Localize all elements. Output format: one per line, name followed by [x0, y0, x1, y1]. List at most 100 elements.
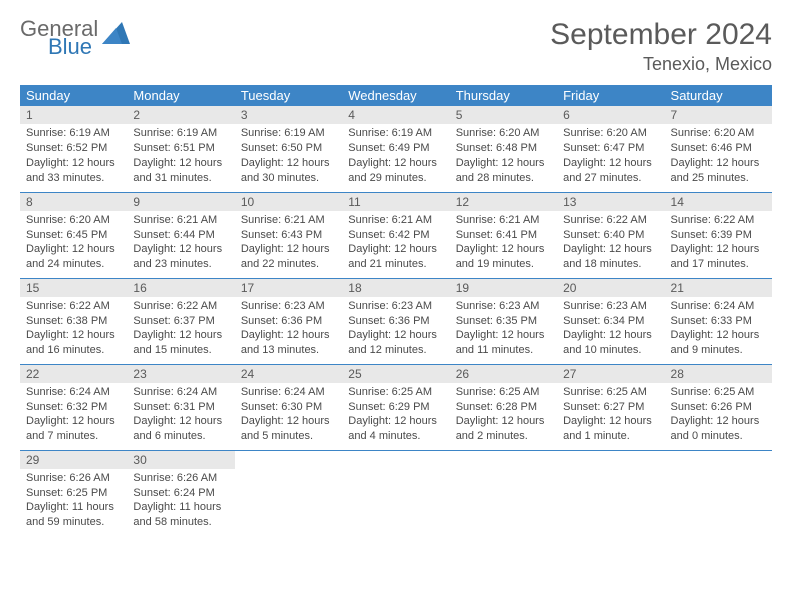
day-body: Sunrise: 6:23 AMSunset: 6:36 PMDaylight:…	[342, 297, 449, 362]
calendar-cell: 2Sunrise: 6:19 AMSunset: 6:51 PMDaylight…	[127, 106, 234, 192]
sunrise-text: Sunrise: 6:26 AM	[133, 471, 228, 486]
calendar-cell: 20Sunrise: 6:23 AMSunset: 6:34 PMDayligh…	[557, 278, 664, 364]
sunrise-text: Sunrise: 6:19 AM	[26, 126, 121, 141]
daylight-text: Daylight: 12 hours and 24 minutes.	[26, 242, 121, 272]
day-body: Sunrise: 6:19 AMSunset: 6:51 PMDaylight:…	[127, 124, 234, 189]
daylight-text: Daylight: 12 hours and 4 minutes.	[348, 414, 443, 444]
weekday-header: Saturday	[665, 85, 772, 106]
day-body: Sunrise: 6:19 AMSunset: 6:50 PMDaylight:…	[235, 124, 342, 189]
calendar-cell: 26Sunrise: 6:25 AMSunset: 6:28 PMDayligh…	[450, 364, 557, 450]
day-body: Sunrise: 6:20 AMSunset: 6:48 PMDaylight:…	[450, 124, 557, 189]
calendar-row: 8Sunrise: 6:20 AMSunset: 6:45 PMDaylight…	[20, 192, 772, 278]
day-body: Sunrise: 6:20 AMSunset: 6:46 PMDaylight:…	[665, 124, 772, 189]
day-body: Sunrise: 6:23 AMSunset: 6:36 PMDaylight:…	[235, 297, 342, 362]
calendar-cell: 30Sunrise: 6:26 AMSunset: 6:24 PMDayligh…	[127, 450, 234, 536]
day-body: Sunrise: 6:20 AMSunset: 6:45 PMDaylight:…	[20, 211, 127, 276]
calendar-cell: 23Sunrise: 6:24 AMSunset: 6:31 PMDayligh…	[127, 364, 234, 450]
day-number: 29	[20, 451, 127, 469]
day-body: Sunrise: 6:22 AMSunset: 6:39 PMDaylight:…	[665, 211, 772, 276]
sunrise-text: Sunrise: 6:22 AM	[671, 213, 766, 228]
sunrise-text: Sunrise: 6:20 AM	[671, 126, 766, 141]
day-number: 20	[557, 279, 664, 297]
sunset-text: Sunset: 6:41 PM	[456, 228, 551, 243]
day-number: 30	[127, 451, 234, 469]
sunrise-text: Sunrise: 6:22 AM	[133, 299, 228, 314]
calendar-cell: 12Sunrise: 6:21 AMSunset: 6:41 PMDayligh…	[450, 192, 557, 278]
calendar-cell: 17Sunrise: 6:23 AMSunset: 6:36 PMDayligh…	[235, 278, 342, 364]
sunrise-text: Sunrise: 6:25 AM	[456, 385, 551, 400]
sunrise-text: Sunrise: 6:24 AM	[671, 299, 766, 314]
calendar-row: 15Sunrise: 6:22 AMSunset: 6:38 PMDayligh…	[20, 278, 772, 364]
day-body: Sunrise: 6:20 AMSunset: 6:47 PMDaylight:…	[557, 124, 664, 189]
day-body: Sunrise: 6:24 AMSunset: 6:31 PMDaylight:…	[127, 383, 234, 448]
daylight-text: Daylight: 12 hours and 19 minutes.	[456, 242, 551, 272]
sunrise-text: Sunrise: 6:26 AM	[26, 471, 121, 486]
sunset-text: Sunset: 6:40 PM	[563, 228, 658, 243]
day-number: 16	[127, 279, 234, 297]
calendar-cell	[450, 450, 557, 536]
sunset-text: Sunset: 6:31 PM	[133, 400, 228, 415]
day-number: 4	[342, 106, 449, 124]
day-body: Sunrise: 6:22 AMSunset: 6:37 PMDaylight:…	[127, 297, 234, 362]
day-body: Sunrise: 6:23 AMSunset: 6:34 PMDaylight:…	[557, 297, 664, 362]
sunset-text: Sunset: 6:48 PM	[456, 141, 551, 156]
sunrise-text: Sunrise: 6:24 AM	[133, 385, 228, 400]
sunrise-text: Sunrise: 6:24 AM	[26, 385, 121, 400]
day-number: 27	[557, 365, 664, 383]
weekday-header: Sunday	[20, 85, 127, 106]
sunrise-text: Sunrise: 6:25 AM	[563, 385, 658, 400]
day-body: Sunrise: 6:21 AMSunset: 6:41 PMDaylight:…	[450, 211, 557, 276]
daylight-text: Daylight: 12 hours and 7 minutes.	[26, 414, 121, 444]
sunset-text: Sunset: 6:46 PM	[671, 141, 766, 156]
sunrise-text: Sunrise: 6:20 AM	[456, 126, 551, 141]
day-number: 18	[342, 279, 449, 297]
calendar-cell	[235, 450, 342, 536]
sunset-text: Sunset: 6:26 PM	[671, 400, 766, 415]
calendar-row: 1Sunrise: 6:19 AMSunset: 6:52 PMDaylight…	[20, 106, 772, 192]
sunrise-text: Sunrise: 6:22 AM	[563, 213, 658, 228]
sunset-text: Sunset: 6:42 PM	[348, 228, 443, 243]
daylight-text: Daylight: 12 hours and 29 minutes.	[348, 156, 443, 186]
day-number: 9	[127, 193, 234, 211]
calendar-row: 29Sunrise: 6:26 AMSunset: 6:25 PMDayligh…	[20, 450, 772, 536]
sunrise-text: Sunrise: 6:19 AM	[241, 126, 336, 141]
sunrise-text: Sunrise: 6:23 AM	[456, 299, 551, 314]
logo: General Blue	[20, 18, 130, 58]
daylight-text: Daylight: 12 hours and 16 minutes.	[26, 328, 121, 358]
daylight-text: Daylight: 12 hours and 2 minutes.	[456, 414, 551, 444]
day-number: 8	[20, 193, 127, 211]
sunset-text: Sunset: 6:24 PM	[133, 486, 228, 501]
calendar-cell	[665, 450, 772, 536]
sunrise-text: Sunrise: 6:24 AM	[241, 385, 336, 400]
weekday-header: Friday	[557, 85, 664, 106]
calendar-row: 22Sunrise: 6:24 AMSunset: 6:32 PMDayligh…	[20, 364, 772, 450]
weekday-header: Tuesday	[235, 85, 342, 106]
day-number: 21	[665, 279, 772, 297]
sunset-text: Sunset: 6:36 PM	[241, 314, 336, 329]
daylight-text: Daylight: 12 hours and 9 minutes.	[671, 328, 766, 358]
weekday-header: Wednesday	[342, 85, 449, 106]
logo-text: General Blue	[20, 18, 98, 58]
daylight-text: Daylight: 12 hours and 33 minutes.	[26, 156, 121, 186]
calendar-cell: 1 Sunrise: 6:19 AMSunset: 6:52 PMDaylight…	[20, 106, 127, 192]
calendar-cell: 19Sunrise: 6:23 AMSunset: 6:35 PMDayligh…	[450, 278, 557, 364]
daylight-text: Daylight: 12 hours and 31 minutes.	[133, 156, 228, 186]
day-number: 28	[665, 365, 772, 383]
day-body: Sunrise: 6:24 AMSunset: 6:32 PMDaylight:…	[20, 383, 127, 448]
sunset-text: Sunset: 6:35 PM	[456, 314, 551, 329]
daylight-text: Daylight: 12 hours and 13 minutes.	[241, 328, 336, 358]
daylight-text: Daylight: 12 hours and 28 minutes.	[456, 156, 551, 186]
day-number: 24	[235, 365, 342, 383]
sunrise-text: Sunrise: 6:20 AM	[563, 126, 658, 141]
day-body: Sunrise: 6:25 AMSunset: 6:26 PMDaylight:…	[665, 383, 772, 448]
sunset-text: Sunset: 6:39 PM	[671, 228, 766, 243]
daylight-text: Daylight: 12 hours and 12 minutes.	[348, 328, 443, 358]
calendar-cell: 22Sunrise: 6:24 AMSunset: 6:32 PMDayligh…	[20, 364, 127, 450]
weekday-header: Monday	[127, 85, 234, 106]
title-block: September 2024 Tenexio, Mexico	[550, 18, 772, 75]
day-body: Sunrise: 6:24 AMSunset: 6:33 PMDaylight:…	[665, 297, 772, 362]
sunset-text: Sunset: 6:52 PM	[26, 141, 121, 156]
sunset-text: Sunset: 6:51 PM	[133, 141, 228, 156]
day-number: 1	[20, 106, 127, 124]
daylight-text: Daylight: 12 hours and 27 minutes.	[563, 156, 658, 186]
